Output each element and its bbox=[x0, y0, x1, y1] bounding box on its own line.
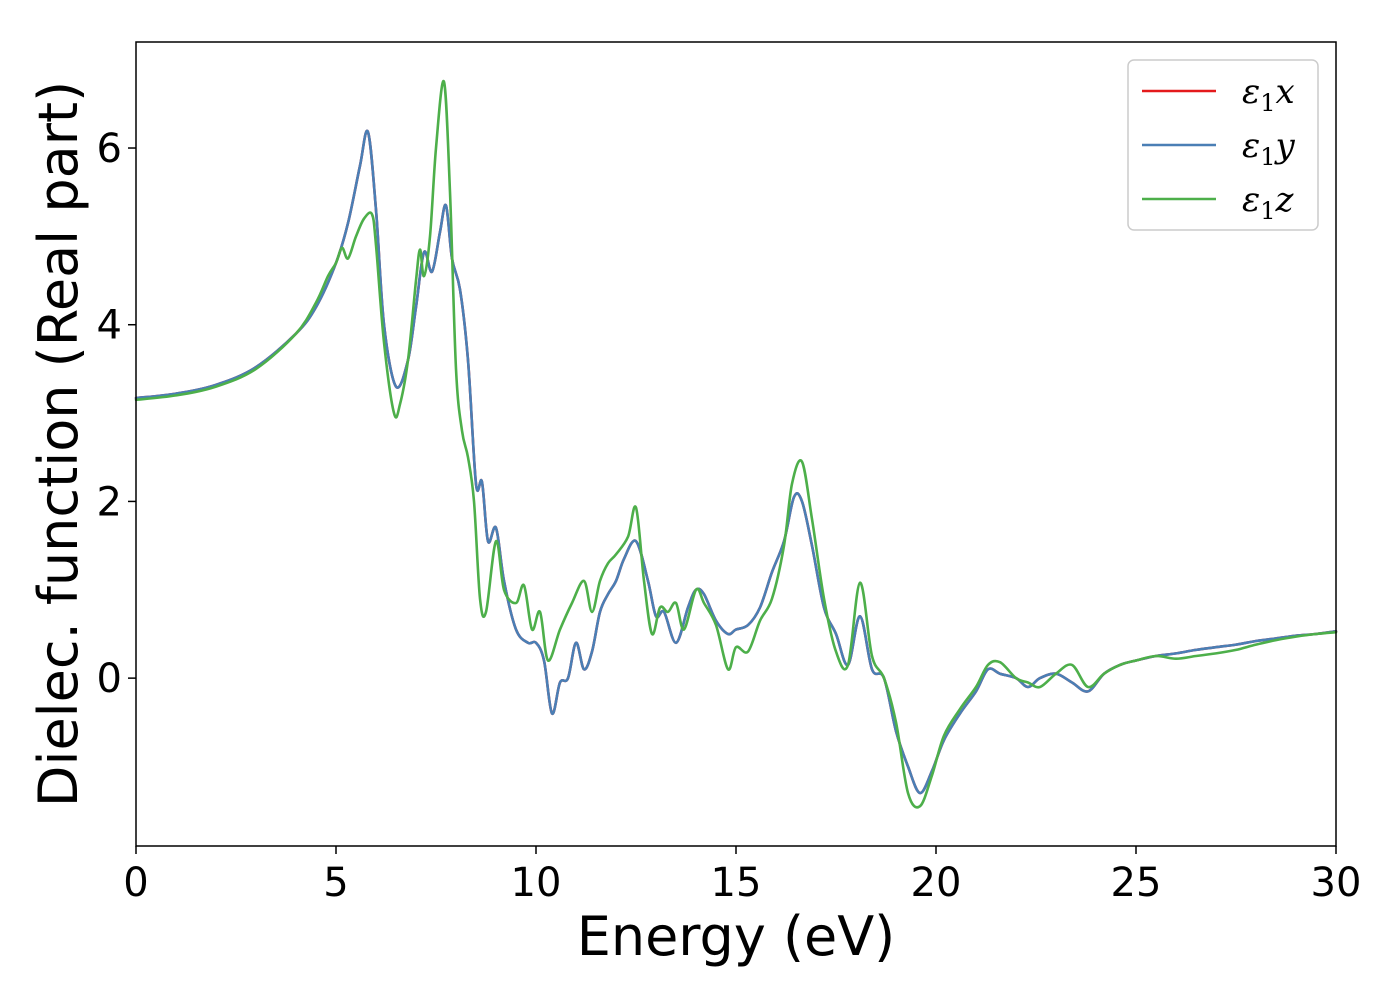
x-axis-ticks: 0 5 10 15 20 25 30 bbox=[123, 846, 1361, 906]
legend: ε1x ε1y ε1z bbox=[1127, 59, 1319, 231]
legend-label-y: ε1y bbox=[1242, 126, 1296, 171]
series-layer bbox=[134, 79, 1338, 809]
x-tick-label: 15 bbox=[711, 860, 762, 906]
y-tick-label: 4 bbox=[97, 303, 122, 349]
x-tick-label: 25 bbox=[1111, 860, 1162, 906]
y-axis-label: Dielec. function (Real part) bbox=[27, 81, 90, 807]
legend-items: ε1x ε1y ε1z bbox=[1142, 72, 1296, 225]
x-tick-label: 20 bbox=[911, 860, 962, 906]
x-tick-label: 10 bbox=[511, 860, 562, 906]
legend-label-x: ε1x bbox=[1242, 72, 1295, 117]
y-tick-label: 2 bbox=[97, 479, 122, 525]
x-axis-label: Energy (eV) bbox=[577, 905, 896, 968]
x-tick-label: 30 bbox=[1311, 860, 1362, 906]
series-line-y bbox=[134, 129, 1338, 795]
y-tick-label: 0 bbox=[97, 656, 122, 702]
legend-frame bbox=[1127, 59, 1319, 231]
x-tick-label: 0 bbox=[123, 860, 148, 906]
legend-label-z: ε1z bbox=[1242, 180, 1295, 225]
x-tick-label: 5 bbox=[323, 860, 348, 906]
y-axis-ticks: 0 2 4 6 bbox=[97, 126, 136, 702]
y-tick-label: 6 bbox=[97, 126, 122, 172]
series-line-z bbox=[134, 79, 1338, 809]
